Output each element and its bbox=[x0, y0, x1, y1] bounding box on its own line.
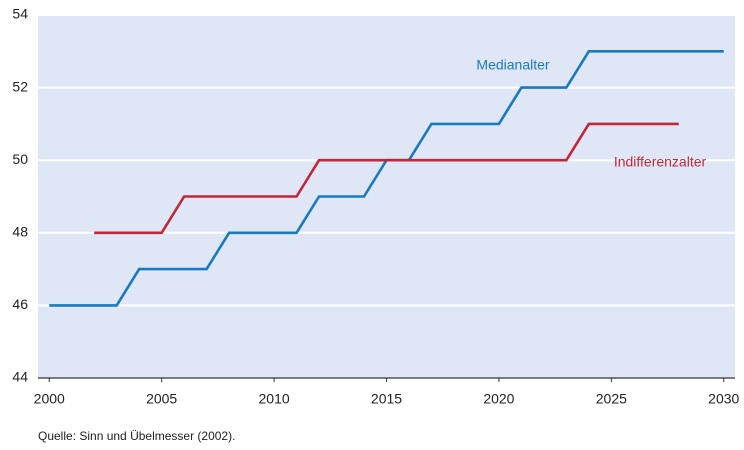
y-tick-label: 46 bbox=[12, 296, 28, 312]
x-tick-label: 2010 bbox=[259, 391, 290, 407]
y-tick-label: 54 bbox=[12, 6, 28, 22]
x-tick-label: 2005 bbox=[146, 391, 177, 407]
x-tick-label: 2030 bbox=[708, 391, 739, 407]
y-tick-label: 50 bbox=[12, 151, 28, 167]
x-tick-label: 2015 bbox=[371, 391, 402, 407]
x-tick-label: 2025 bbox=[596, 391, 627, 407]
y-tick-label: 44 bbox=[12, 369, 28, 385]
x-tick-label: 2000 bbox=[34, 391, 65, 407]
y-tick-label: 52 bbox=[12, 78, 28, 94]
series-line bbox=[94, 122, 679, 235]
series-label: Medianalter bbox=[476, 57, 549, 73]
x-tick-label: 2020 bbox=[483, 391, 514, 407]
series-label: Indifferenzalter bbox=[614, 154, 707, 170]
plot-area bbox=[38, 15, 735, 378]
source-note: Quelle: Sinn und Übelmesser (2002). bbox=[38, 429, 235, 443]
y-tick-label: 48 bbox=[12, 224, 28, 240]
